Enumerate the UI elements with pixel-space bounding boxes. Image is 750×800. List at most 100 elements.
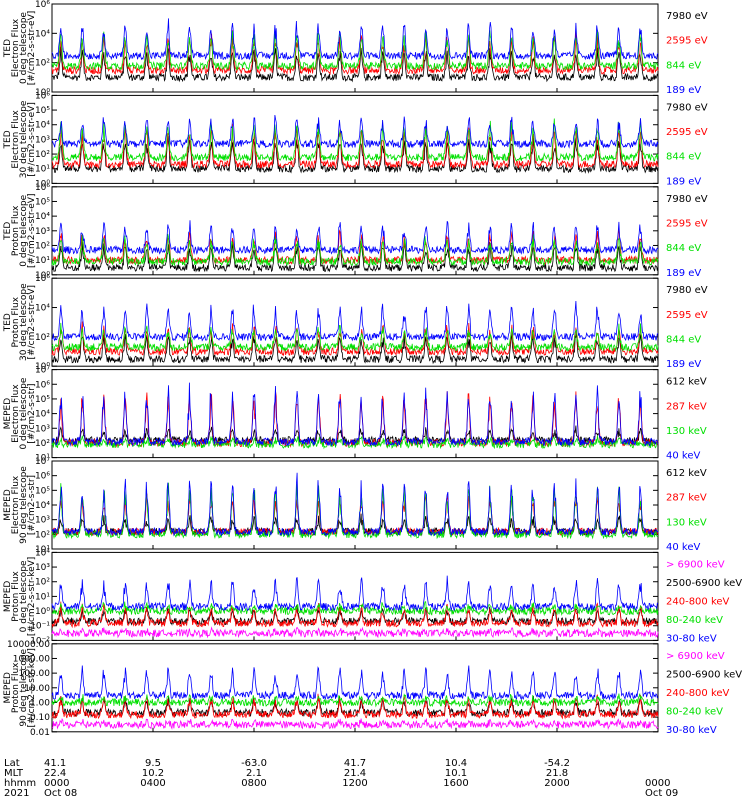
legend-entry: 7980 eV	[666, 11, 708, 22]
series-line--6900-kev	[51, 626, 659, 639]
y-axis-label-line: [#/cm2-s-str]	[27, 384, 37, 444]
y-tick-label: 10⁴	[35, 501, 50, 511]
legend-entry: 612 keV	[666, 468, 707, 479]
panel-frame	[51, 551, 659, 641]
series-line-844-ev	[51, 322, 659, 353]
y-axis-label-line: [#/cm2-s-str-eV]	[27, 194, 37, 269]
y-axis-label-line: Proton Flux	[11, 662, 21, 713]
y-axis-label-line: Proton Flux	[11, 205, 21, 256]
legend-entry: 2595 eV	[666, 218, 708, 229]
y-tick-label: 10⁵	[35, 395, 50, 405]
y-axis-label-line: 30 deg telescope	[19, 283, 29, 361]
series-line-189-ev	[51, 220, 659, 255]
legend-entry: 40 keV	[666, 542, 700, 553]
legend-entry: 844 eV	[666, 152, 701, 163]
legend-entry: 7980 eV	[666, 102, 708, 113]
series-line-240-800-kev	[51, 693, 659, 720]
y-axis-label-line: 0 deg telescope	[19, 377, 29, 449]
y-axis-label-line: [#/cm2-s-str-eV]	[27, 102, 37, 177]
y-tick-label: 10⁴	[35, 29, 50, 39]
y-tick-label: 10⁰	[35, 362, 50, 372]
series-line-189-ev	[51, 300, 659, 342]
series-line-7980-ev	[51, 46, 659, 83]
y-tick-label: 10⁴	[35, 121, 50, 131]
legend-entry: 240-800 keV	[666, 596, 730, 607]
y-tick-label: 10²	[35, 530, 50, 540]
series-line-189-ev	[51, 18, 659, 61]
y-tick-label: 10⁴	[35, 212, 50, 222]
y-tick-label: 10⁴	[35, 410, 50, 420]
series-line-40-kev	[51, 382, 659, 447]
y-tick-label: 10⁰	[35, 179, 50, 189]
y-tick-label: 10⁴	[35, 304, 50, 314]
y-tick-label: 10²	[35, 150, 50, 160]
y-tick-label: 100.00	[19, 669, 51, 679]
series-line-2595-ev	[51, 123, 659, 170]
legend-entry: 2595 eV	[666, 36, 708, 47]
legend-entry: 130 keV	[666, 426, 707, 437]
y-tick-label: 10.00	[24, 684, 50, 694]
legend-entry: 844 eV	[666, 243, 701, 254]
y-axis-label-line: [#/cm2-s-str-keV]	[27, 648, 37, 727]
series-line-240-800-kev	[51, 601, 659, 629]
y-tick-label: 10⁰	[35, 271, 50, 281]
y-tick-label: 10⁵	[35, 197, 50, 207]
x-tick-label-hhmm: 2000	[544, 778, 569, 789]
x-tick-label-mlt: 2.1	[246, 768, 262, 779]
y-axis-label-line: [#/cm2-s-str-eV]	[27, 285, 37, 360]
legend-entry: 189 eV	[666, 268, 701, 279]
y-axis-label-line: [#/cm2-s-str]	[27, 475, 37, 535]
series-line-844-ev	[51, 233, 659, 267]
y-axis-label-line: [#/cm2-s-str-keV]	[27, 557, 37, 636]
y-axis-label-line: 90 deg telescope	[19, 466, 29, 544]
legend-entry: 30-80 keV	[666, 633, 717, 644]
legend-entry: 130 keV	[666, 517, 707, 528]
y-tick-label: 10000.00	[7, 640, 50, 650]
x-tick-label-lat: 41.7	[344, 758, 366, 769]
x-tick-label-lat: 41.1	[44, 758, 66, 769]
y-tick-label: 10²	[35, 241, 50, 251]
y-tick-label: 10⁻²	[30, 636, 50, 646]
y-tick-label: 10⁵	[35, 486, 50, 496]
legend-entry: 2595 eV	[666, 127, 708, 138]
x-tick-label-date: Oct 08	[44, 788, 77, 799]
x-tick-label-lat: 10.4	[445, 758, 467, 769]
y-tick-label: 10³	[35, 424, 50, 434]
legend-entry: 7980 eV	[666, 285, 708, 296]
series-line--6900-kev	[51, 718, 659, 730]
x-tick-label-lat: -63.0	[241, 758, 267, 769]
x-row-label-mlt: MLT	[4, 768, 24, 779]
series-line-844-ev	[52, 118, 659, 163]
y-axis-label-line: 0 deg telescope	[19, 560, 29, 632]
y-tick-label: 10⁶	[35, 472, 50, 482]
y-tick-label: 10²	[35, 59, 50, 69]
x-tick-label-hhmm: 0000	[645, 778, 670, 789]
legend-entry: > 6900 keV	[666, 559, 725, 570]
x-row-label-hhmm: hhmm	[4, 778, 36, 789]
series-line-130-kev	[51, 435, 659, 450]
legend-entry: 7980 eV	[666, 194, 708, 205]
y-axis-label-line: MEPED	[3, 581, 13, 613]
legend-entry: > 6900 keV	[666, 651, 725, 662]
y-tick-label: 10⁵	[35, 106, 50, 116]
y-tick-label: 1000.00	[13, 654, 50, 664]
y-axis-label-line: Electron Flux	[11, 475, 21, 534]
y-tick-label: 1.00	[30, 698, 50, 708]
y-tick-label: 10²	[35, 439, 50, 449]
x-tick-label-mlt: 21.8	[546, 768, 568, 779]
series-line-2500-6900-kev	[51, 695, 659, 718]
y-tick-label: 10⁶	[35, 91, 50, 101]
y-tick-label: 10⁷	[35, 457, 50, 467]
y-axis-label-line: 90 deg telescope	[19, 649, 29, 727]
series-line-30-80-kev	[51, 665, 659, 701]
legend-entry: 240-800 keV	[666, 688, 730, 699]
y-axis-label-line: MEPED	[3, 672, 13, 704]
